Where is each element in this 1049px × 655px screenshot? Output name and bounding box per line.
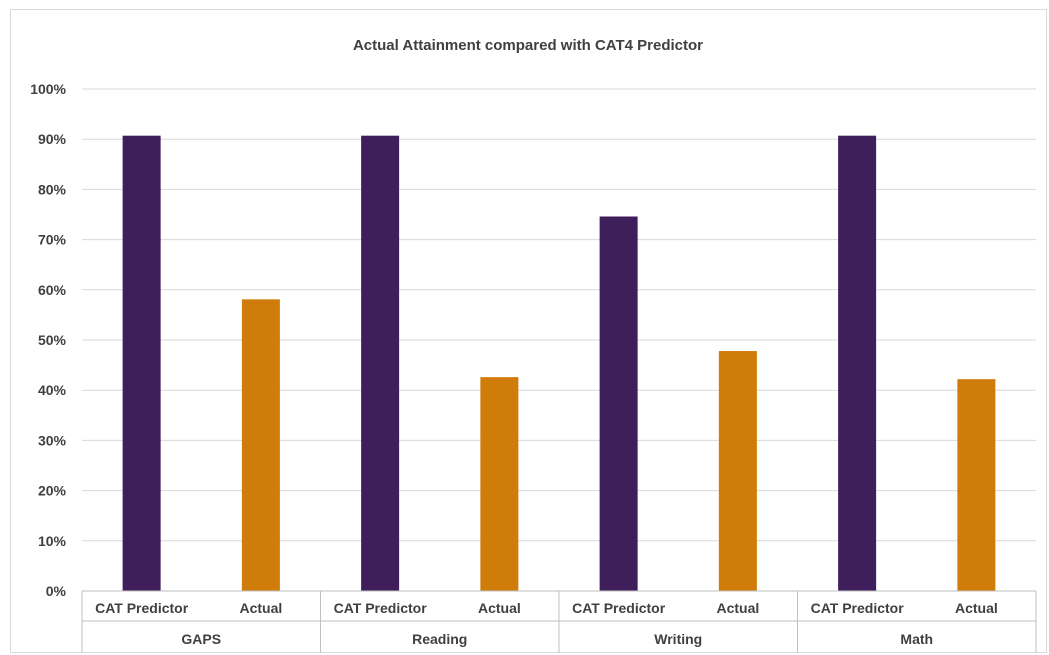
bar bbox=[957, 379, 996, 591]
y-tick-label: 0% bbox=[46, 583, 67, 599]
group-label: Reading bbox=[412, 631, 467, 647]
bar bbox=[838, 135, 877, 591]
x-tick-label: CAT Predictor bbox=[334, 600, 428, 616]
y-tick-label: 80% bbox=[38, 181, 67, 197]
gridlines bbox=[82, 88, 1036, 592]
bar bbox=[718, 351, 757, 591]
y-tick-label: 30% bbox=[38, 432, 67, 448]
bar bbox=[480, 377, 519, 591]
y-tick-label: 60% bbox=[38, 282, 67, 298]
bar bbox=[361, 135, 400, 591]
x-tick-label: Actual bbox=[239, 600, 282, 616]
x-tick-label: Actual bbox=[955, 600, 998, 616]
x-axis: CAT Predictor Actual GAPS CAT Predictor Actu… bbox=[81, 590, 1037, 653]
y-tick-label: 20% bbox=[38, 483, 67, 499]
y-axis-ticks: 0% 10% 20% 30% 40% 50% 60% 70% 80% 90% 100% bbox=[30, 81, 66, 599]
group-label: Writing bbox=[654, 631, 702, 647]
bar bbox=[599, 216, 638, 591]
bar bbox=[241, 299, 280, 591]
bar bbox=[122, 135, 161, 591]
x-tick-label: CAT Predictor bbox=[811, 600, 905, 616]
y-tick-label: 50% bbox=[38, 332, 67, 348]
y-tick-label: 40% bbox=[38, 382, 67, 398]
y-tick-label: 70% bbox=[38, 232, 67, 248]
group-label: GAPS bbox=[181, 631, 221, 647]
chart-title: Actual Attainment compared with CAT4 Pre… bbox=[353, 37, 703, 54]
x-tick-label: Actual bbox=[716, 600, 759, 616]
group-label: Math bbox=[900, 631, 933, 647]
y-tick-label: 90% bbox=[38, 131, 67, 147]
x-tick-label: CAT Predictor bbox=[95, 600, 189, 616]
y-tick-label: 100% bbox=[30, 81, 66, 97]
y-tick-label: 10% bbox=[38, 533, 67, 549]
x-tick-label: Actual bbox=[478, 600, 521, 616]
x-tick-label: CAT Predictor bbox=[572, 600, 666, 616]
bars bbox=[122, 135, 996, 591]
